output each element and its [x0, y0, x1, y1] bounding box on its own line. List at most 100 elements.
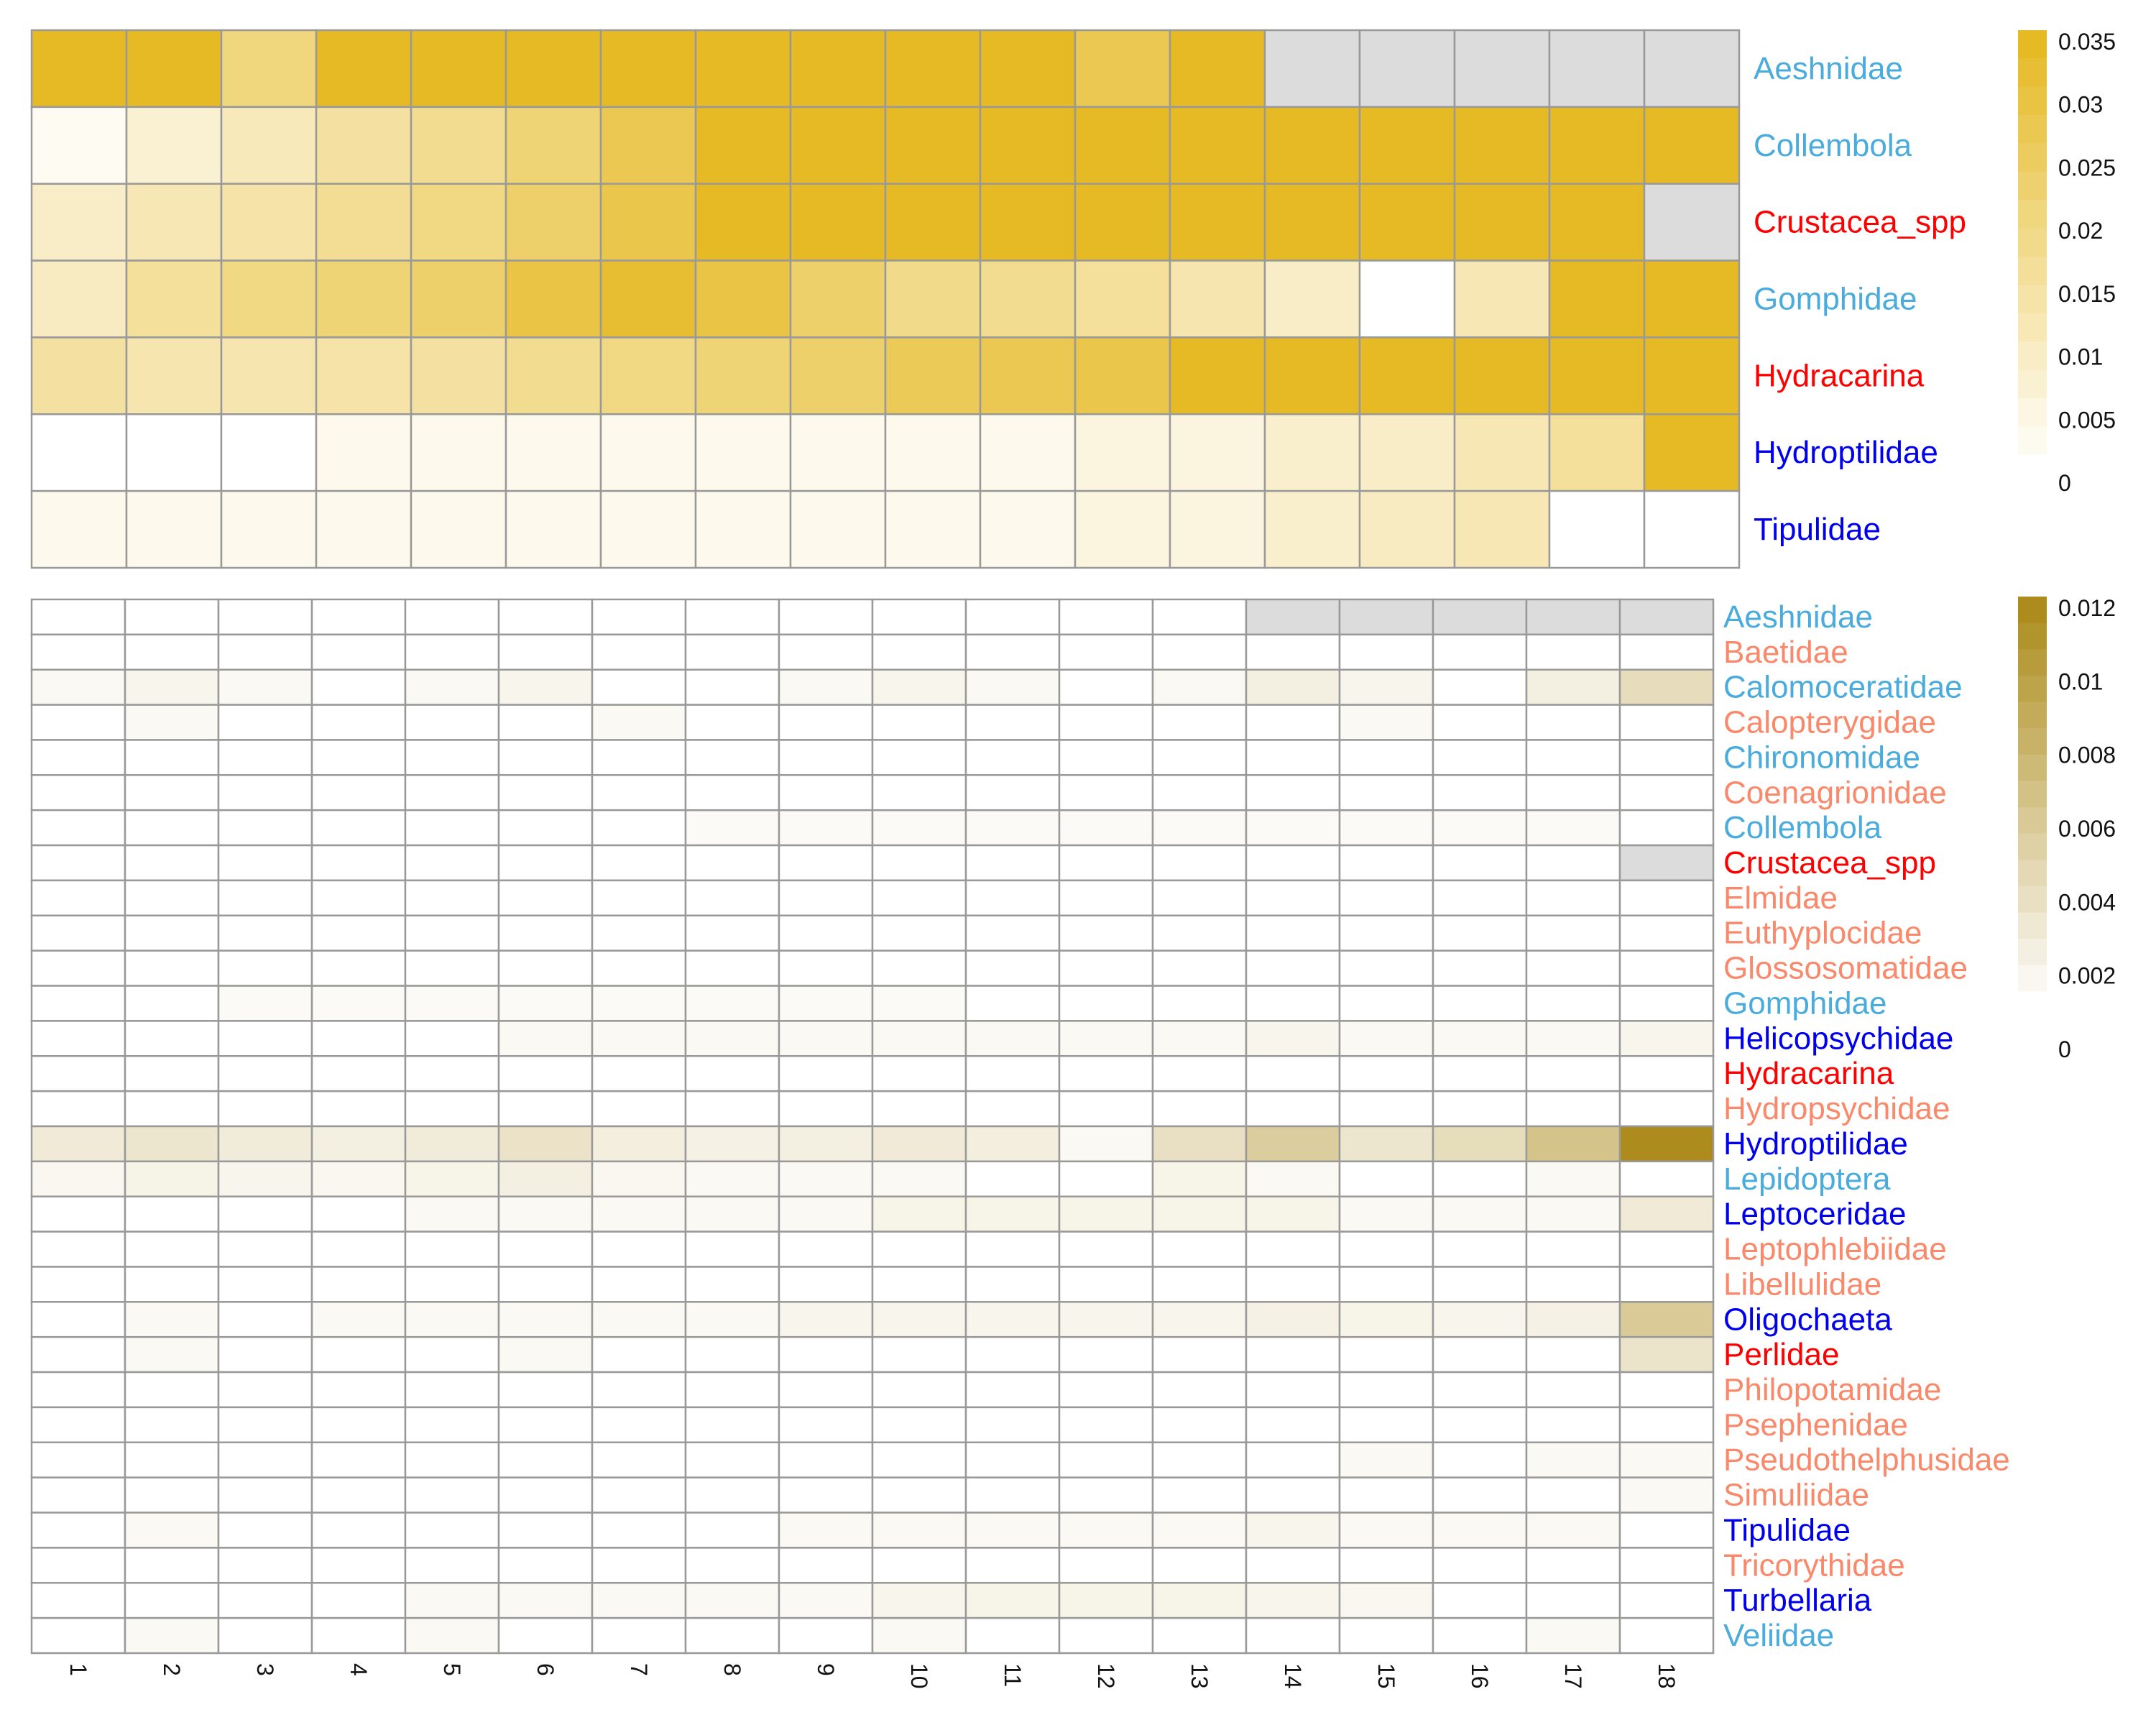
bottom-colorbar-tick-label: 0.01: [2058, 668, 2103, 694]
bottom-cell: [497, 1547, 594, 1584]
top-cell: [1453, 106, 1551, 185]
bottom-cell: [1432, 739, 1528, 776]
bottom-cell: [1245, 1441, 1341, 1478]
bottom-cell: [30, 1125, 126, 1163]
top-colorbar-tick-label: 0.015: [2058, 281, 2116, 307]
bottom-cell: [1432, 809, 1528, 847]
bottom-cell: [684, 809, 780, 847]
bottom-cell: [1525, 879, 1621, 917]
bottom-cell: [871, 1125, 967, 1163]
bottom-cell: [1525, 1266, 1621, 1303]
bottom-cell: [591, 1406, 687, 1444]
bottom-cell: [217, 1406, 313, 1444]
top-cell: [884, 183, 982, 262]
bottom-cell: [1618, 1125, 1715, 1163]
column-label: 15: [1373, 1663, 1399, 1689]
bottom-cell: [1245, 1055, 1341, 1092]
bottom-cell: [217, 739, 313, 776]
bottom-cell: [1151, 809, 1248, 847]
bottom-cell: [1058, 1090, 1154, 1128]
bottom-cell: [778, 598, 874, 636]
bottom-cell: [1151, 844, 1248, 882]
bottom-cell: [124, 844, 220, 882]
bottom-row-label: Hydracarina: [1723, 1056, 1894, 1091]
bottom-cell: [404, 704, 500, 741]
bottom-cell: [310, 844, 407, 882]
bottom-cell: [778, 1616, 874, 1655]
bottom-cell: [591, 1476, 687, 1514]
bottom-cell: [1432, 949, 1528, 987]
bottom-cell: [497, 1616, 594, 1655]
bottom-cell: [124, 1476, 220, 1514]
bottom-row-label: Turbellaria: [1723, 1583, 1872, 1618]
top-cell: [599, 413, 697, 492]
bottom-cell: [310, 879, 407, 917]
bottom-cell: [124, 1371, 220, 1409]
bottom-cell: [1618, 914, 1715, 952]
bottom-cell: [964, 1266, 1061, 1303]
top-cell: [1263, 336, 1361, 415]
bottom-colorbar-swatch: [2018, 702, 2047, 729]
bottom-cell: [684, 985, 780, 1022]
bottom-cell: [1525, 1020, 1621, 1057]
bottom-cell: [217, 1616, 313, 1655]
bottom-colorbar-swatch: [2018, 807, 2047, 834]
bottom-cell: [1618, 1230, 1715, 1268]
bottom-cell: [1058, 879, 1154, 917]
top-cell: [410, 259, 507, 339]
bottom-cell: [1151, 1616, 1248, 1655]
top-cell: [410, 29, 507, 109]
bottom-cell: [1338, 879, 1434, 917]
bottom-cell: [497, 844, 594, 882]
bottom-cell: [964, 949, 1061, 987]
bottom-cell: [217, 879, 313, 917]
top-cell: [30, 106, 128, 185]
bottom-cell: [310, 1512, 407, 1549]
top-cell: [315, 489, 413, 569]
top-cell: [694, 29, 792, 109]
top-cell: [694, 489, 792, 569]
bottom-cell: [217, 1195, 313, 1233]
bottom-cell: [1245, 1512, 1341, 1549]
bottom-cell: [1058, 633, 1154, 671]
bottom-cell: [124, 1335, 220, 1374]
bottom-cell: [30, 1512, 126, 1549]
top-cell: [1453, 413, 1551, 492]
bottom-cell: [124, 1406, 220, 1444]
top-cell: [1169, 336, 1266, 415]
bottom-cell: [1151, 1055, 1248, 1092]
bottom-cell: [1338, 598, 1434, 636]
bottom-cell: [871, 598, 967, 636]
top-cell: [1453, 336, 1551, 415]
top-cell: [125, 336, 223, 415]
bottom-cell: [30, 1616, 126, 1655]
bottom-cell: [1151, 1406, 1248, 1444]
bottom-cell: [684, 844, 780, 882]
bottom-cell: [778, 1301, 874, 1338]
top-cell: [505, 106, 602, 185]
bottom-cell: [591, 1582, 687, 1619]
top-row-label: Gomphidae: [1754, 282, 1917, 317]
top-cell: [505, 413, 602, 492]
bottom-cell: [124, 809, 220, 847]
bottom-cell: [1058, 598, 1154, 636]
bottom-cell: [497, 704, 594, 741]
bottom-cell: [30, 1371, 126, 1409]
bottom-colorbar-tick-label: 0: [2058, 1036, 2071, 1062]
bottom-cell: [1151, 879, 1248, 917]
bottom-cell: [217, 1335, 313, 1374]
top-cell: [1074, 259, 1171, 339]
top-row-label: Collembola: [1754, 128, 1912, 163]
bottom-cell: [684, 1476, 780, 1514]
bottom-cell: [1338, 739, 1434, 776]
bottom-cell: [1245, 1266, 1341, 1303]
bottom-cell: [1151, 1582, 1248, 1619]
bottom-cell: [1338, 1406, 1434, 1444]
bottom-cell: [124, 739, 220, 776]
top-cell: [789, 259, 887, 339]
bottom-cell: [404, 1582, 500, 1619]
bottom-cell: [1245, 704, 1341, 741]
bottom-cell: [1525, 1406, 1621, 1444]
bottom-cell: [1245, 1582, 1341, 1619]
bottom-cell: [310, 633, 407, 671]
